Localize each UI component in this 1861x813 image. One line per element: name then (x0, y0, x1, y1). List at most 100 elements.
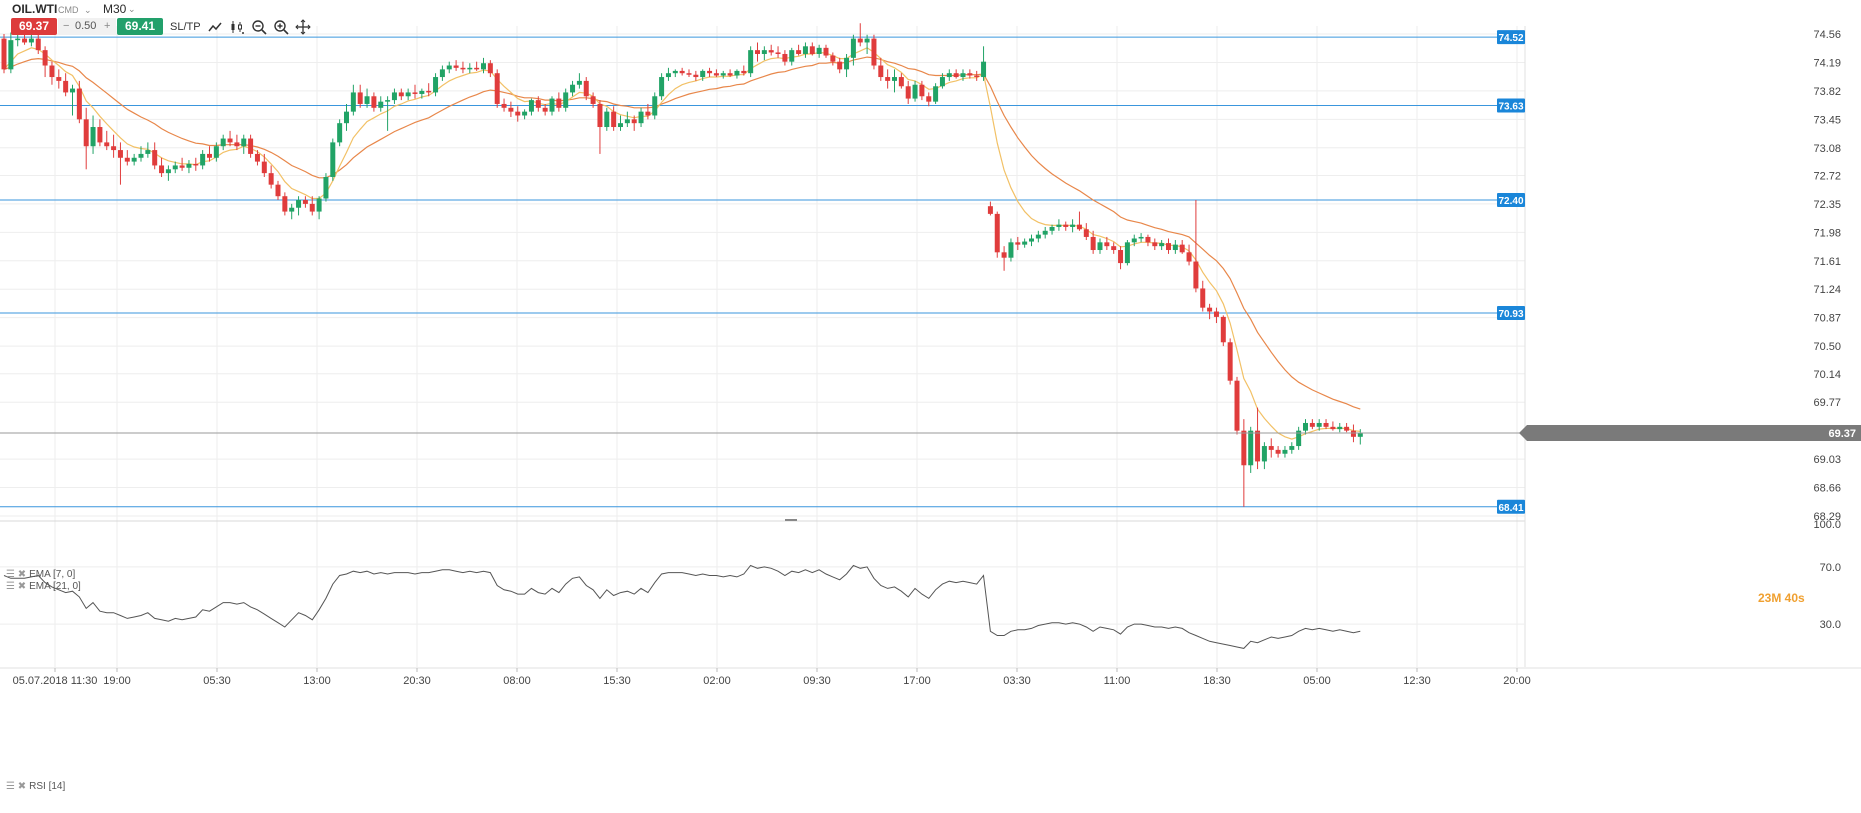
exchange-chevron-icon[interactable]: ⌄ (84, 5, 92, 15)
candle-body (713, 73, 719, 76)
candle-body (1227, 342, 1233, 381)
candle-body (398, 92, 404, 97)
legend-rsi[interactable]: ☰ ✖ RSI [14] (6, 781, 65, 793)
candle-body (207, 153, 212, 158)
price-axis-tick: 68.29 (1813, 511, 1841, 523)
sell-button[interactable]: 69.37 (11, 18, 57, 35)
price-axis-tick: 71.24 (1813, 284, 1841, 296)
candle-body (823, 47, 829, 56)
rsi-panel (0, 564, 1525, 649)
candle-body (638, 111, 644, 124)
candle-body (741, 70, 747, 74)
volume-increase-button[interactable]: + (104, 20, 111, 32)
candle-body (63, 80, 69, 93)
candle-body (309, 203, 315, 212)
buy-button[interactable]: 69.41 (117, 18, 163, 35)
candlestick-icon[interactable] (229, 19, 245, 35)
candle-body (1090, 236, 1096, 251)
candle-body (474, 67, 480, 70)
candle-body (213, 146, 219, 158)
crosshair-icon[interactable] (295, 19, 311, 35)
volume-decrease-button[interactable]: − (63, 20, 70, 32)
level-price-label: 74.52 (1498, 33, 1523, 44)
volume-stepper[interactable]: − 0.50 + (58, 18, 116, 35)
candle-body (1316, 422, 1322, 427)
candle-body (1, 38, 7, 70)
candle-body (919, 84, 925, 97)
time-axis-tick: 19:00 (103, 675, 131, 687)
time-axis-tick: 02:00 (703, 675, 731, 687)
candle-body (241, 138, 247, 147)
candle-body (700, 70, 706, 78)
candle-body (1193, 261, 1199, 289)
candle-body (371, 96, 377, 108)
candle-body (1172, 244, 1178, 251)
time-axis-tick: 05:30 (203, 675, 231, 687)
time-axis-tick: 20:00 (1503, 675, 1531, 687)
candle-body (172, 165, 178, 170)
candle-body (165, 169, 171, 174)
zoom-out-icon[interactable] (251, 19, 267, 35)
candle-body (56, 77, 62, 81)
time-axis-tick: 13:00 (303, 675, 331, 687)
candle-body (665, 73, 671, 78)
price-axis-tick: 69.77 (1813, 397, 1841, 409)
drag-handle-icon[interactable]: ☰ ✖ (6, 781, 27, 792)
candle-body (83, 119, 89, 147)
candle-body (117, 150, 123, 158)
candle-body (768, 50, 774, 53)
candle-body (501, 103, 507, 108)
zoom-in-icon[interactable] (273, 19, 289, 35)
symbol-name[interactable]: OIL.WTI (12, 2, 58, 16)
candle-body (1207, 307, 1213, 312)
candle-body (926, 96, 932, 102)
line-chart-icon[interactable] (207, 19, 223, 35)
candle-body (1303, 422, 1308, 431)
level-price-tag (1497, 193, 1525, 208)
candle-body (1344, 426, 1350, 431)
level-price-label: 68.41 (1498, 503, 1523, 514)
candle-body (1145, 236, 1151, 243)
candle-body (97, 127, 103, 143)
candle-body (939, 77, 945, 87)
volume-value[interactable]: 0.50 (75, 20, 97, 32)
legend-rsi-label: RSI [14] (29, 781, 66, 792)
candle-body (590, 96, 596, 104)
current-price-line: 69.37 (0, 424, 1861, 441)
drag-handle-icon[interactable]: ☰ ✖ (6, 581, 27, 592)
candle-body (974, 75, 980, 78)
candle-body (364, 96, 370, 104)
candle-body (782, 53, 788, 62)
candle-body (1282, 449, 1288, 454)
candle-body (1063, 224, 1069, 227)
candle-body (775, 52, 781, 54)
candle-body (186, 163, 192, 168)
candle-body (316, 198, 322, 212)
candle-body (90, 127, 96, 147)
candle-body (987, 206, 993, 214)
drag-handle-icon[interactable]: ☰ ✖ (6, 569, 27, 580)
price-axis-tick: 73.45 (1813, 114, 1841, 126)
rsi-axis-tick: 100.0 (1813, 519, 1841, 531)
candle-body (1309, 422, 1315, 427)
legend-ema7[interactable]: ☰ ✖ EMA [7, 0] (6, 569, 75, 581)
candle-body (508, 107, 514, 112)
candle-body (453, 65, 459, 68)
candle-body (802, 46, 808, 54)
sltp-button[interactable]: SL/TP (170, 21, 201, 33)
time-axis-tick: 05.07.2018 11:30 (13, 675, 98, 687)
price-axis-tick: 70.50 (1813, 341, 1841, 353)
candle-body (433, 77, 439, 93)
level-price-label: 70.93 (1498, 309, 1523, 320)
time-axis-tick: 05:00 (1303, 675, 1331, 687)
price-axis-tick: 71.98 (1813, 227, 1841, 239)
candle-body (439, 69, 445, 78)
candle-body (816, 47, 822, 54)
timeframe-chevron-icon[interactable]: ⌄ (128, 4, 136, 14)
legend-ema21[interactable]: ☰ ✖ EMA [21, 0] (6, 581, 81, 593)
time-axis-tick: 11:00 (1104, 675, 1131, 687)
timeframe-selector[interactable]: M30 (103, 2, 127, 16)
current-price-tag (1519, 424, 1861, 441)
candle-body (576, 80, 582, 85)
